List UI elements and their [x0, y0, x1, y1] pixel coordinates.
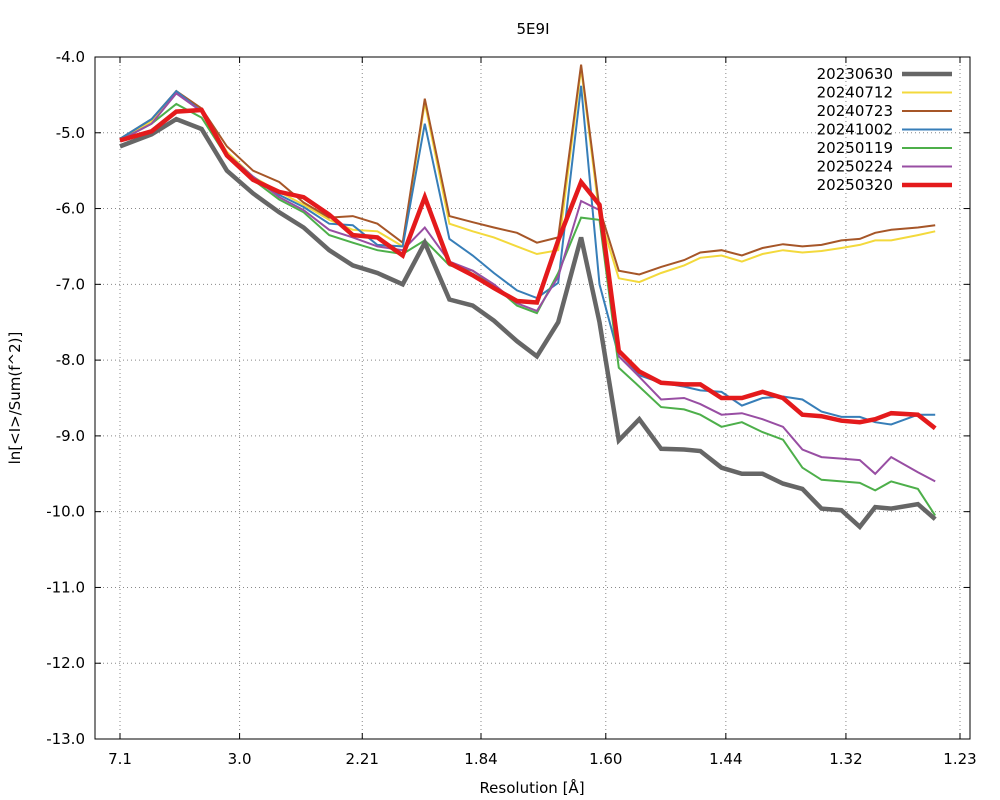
series-line-20240712	[119, 68, 936, 284]
y-tick-label: -12.0	[46, 654, 85, 672]
y-axis-title: ln[<I>/Sum(f^2)]	[6, 332, 24, 465]
y-tick-label: -8.0	[56, 351, 85, 369]
legend: 2023063020240712202407232024100220250119…	[817, 65, 952, 194]
y-tick-label: -13.0	[46, 730, 85, 748]
series-line-20241002	[119, 85, 936, 426]
x-tick-label: 2.21	[346, 750, 379, 768]
legend-label: 20250119	[817, 139, 893, 157]
series-line-20240723	[119, 64, 936, 276]
series-line-20230630	[119, 116, 937, 531]
x-tick-label: 1.60	[589, 750, 622, 768]
legend-label: 20250224	[817, 158, 893, 176]
legend-label: 20250320	[817, 176, 893, 194]
x-tick-label: 3.0	[228, 750, 252, 768]
chart-title: 5E9I	[517, 20, 550, 38]
legend-label: 20240723	[817, 102, 893, 120]
y-tick-label: -9.0	[56, 427, 85, 445]
x-tick-label: 1.84	[464, 750, 497, 768]
y-tick-label: -4.0	[56, 48, 85, 66]
x-tick-label: 1.23	[943, 750, 976, 768]
series-line-20250224	[119, 92, 936, 483]
legend-label: 20230630	[817, 65, 893, 83]
plot-series	[119, 64, 937, 531]
x-axis-title: Resolution [Å]	[479, 778, 584, 797]
plot-frame	[94, 56, 971, 740]
y-tick-label: -10.0	[46, 503, 85, 521]
grid-lines	[95, 56, 970, 740]
y-tick-label: -11.0	[46, 578, 85, 596]
y-tick-label: -5.0	[56, 124, 85, 142]
x-tick-label: 7.1	[108, 750, 132, 768]
series-line-20250119	[119, 102, 937, 517]
legend-label: 20241002	[817, 121, 893, 139]
legend-label: 20240712	[817, 84, 893, 102]
y-tick-label: -6.0	[56, 200, 85, 218]
axis-ticks: 7.1 3.0 2.21 1.84 1.60 1.44 1.32 1.23 -4.0 -5.0 -6…	[46, 48, 977, 768]
x-tick-label: 1.32	[829, 750, 862, 768]
series-line-20250320	[119, 107, 937, 431]
x-tick-label: 1.44	[709, 750, 742, 768]
y-tick-label: -7.0	[56, 275, 85, 293]
